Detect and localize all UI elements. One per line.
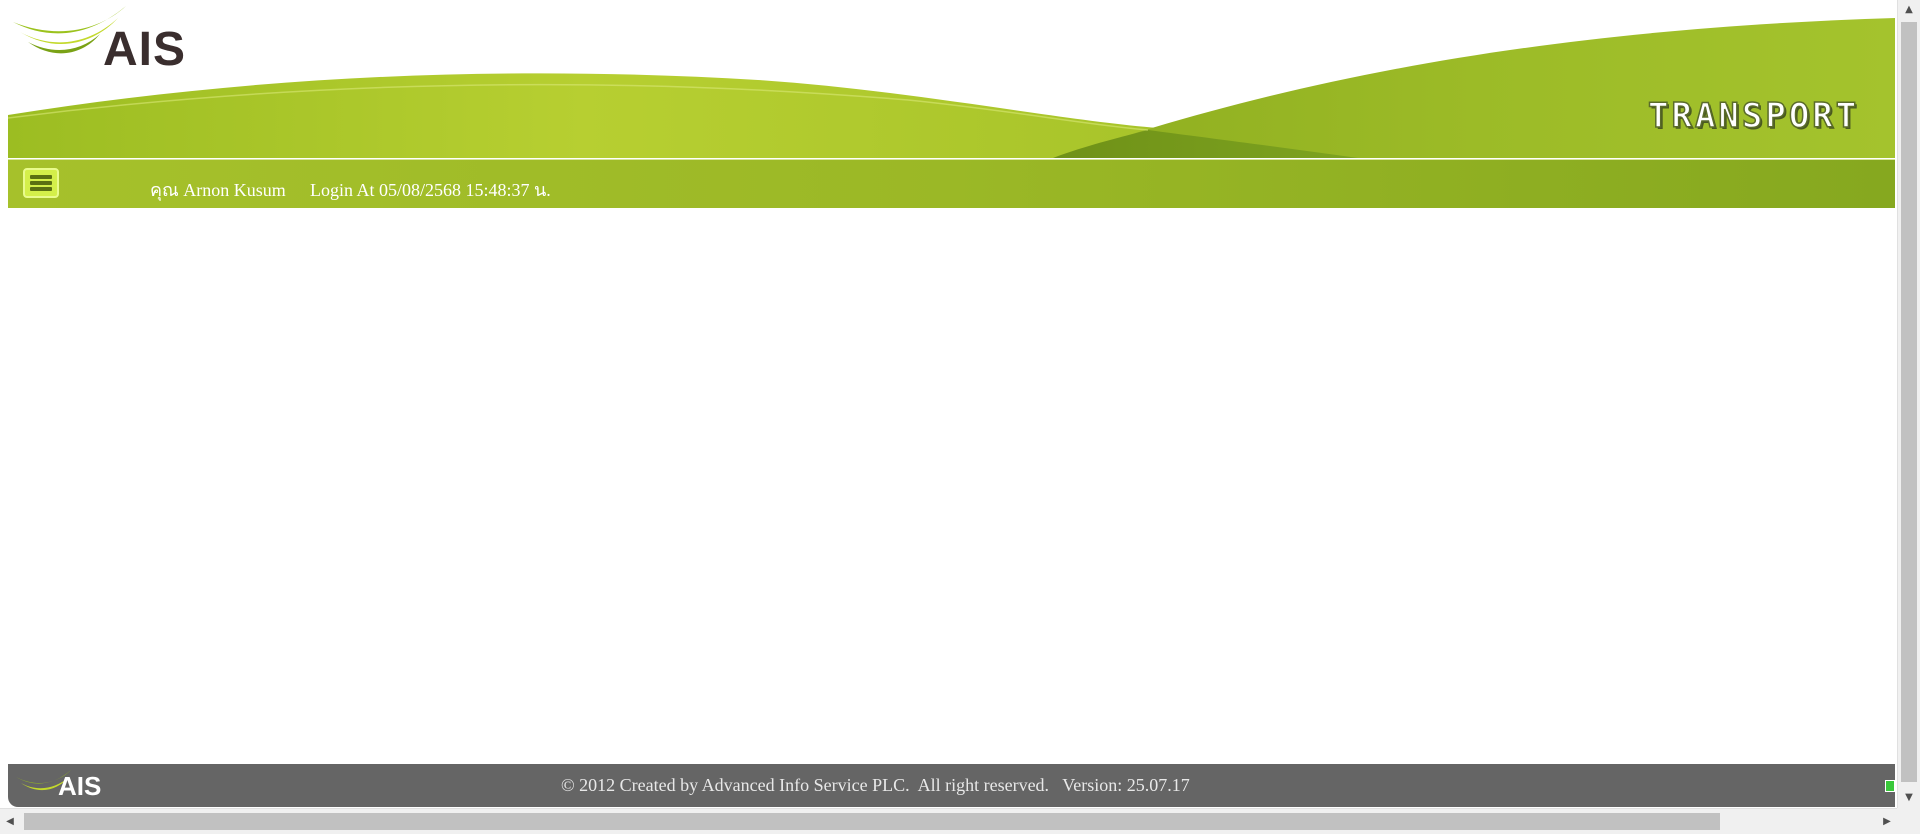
scroll-right-arrow-icon[interactable]: ▶ <box>1883 816 1891 827</box>
app-title: TRANSPORT <box>1647 95 1860 137</box>
vertical-scroll-thumb[interactable] <box>1901 22 1917 782</box>
horizontal-scroll-thumb[interactable] <box>24 813 1720 830</box>
horizontal-scrollbar[interactable]: ◀ ▶ <box>0 808 1897 834</box>
banner-wave-graphic <box>8 18 1895 158</box>
scrollbar-corner <box>1897 808 1920 834</box>
scroll-left-arrow-icon[interactable]: ◀ <box>6 816 14 827</box>
header-banner: AIS TRANSPORT <box>8 0 1895 158</box>
vertical-scrollbar[interactable]: ▲ ▼ <box>1897 0 1920 808</box>
user-name: คุณ Arnon Kusum <box>150 180 286 200</box>
footer: AIS © 2012 Created by Advanced Info Serv… <box>8 764 1895 807</box>
hamburger-menu-icon-bar <box>30 181 52 185</box>
logo-text: AIS <box>103 23 187 76</box>
copyright-text: © 2012 Created by Advanced Info Service … <box>561 775 1190 795</box>
hamburger-menu-icon <box>30 175 52 179</box>
scroll-down-arrow-icon[interactable]: ▼ <box>1905 792 1913 803</box>
footer-ais-logo-icon <box>16 770 71 791</box>
hamburger-menu-button[interactable] <box>23 168 59 198</box>
login-timestamp: Login At 05/08/2568 15:48:37 น. <box>310 180 551 200</box>
status-indicator-icon <box>1885 780 1895 792</box>
scroll-up-arrow-icon[interactable]: ▲ <box>1905 4 1913 15</box>
hamburger-menu-icon-bar <box>30 187 52 191</box>
navbar: คุณ Arnon Kusum Login At 05/08/2568 15:4… <box>8 159 1895 208</box>
footer-logo-text: AIS <box>58 771 102 801</box>
